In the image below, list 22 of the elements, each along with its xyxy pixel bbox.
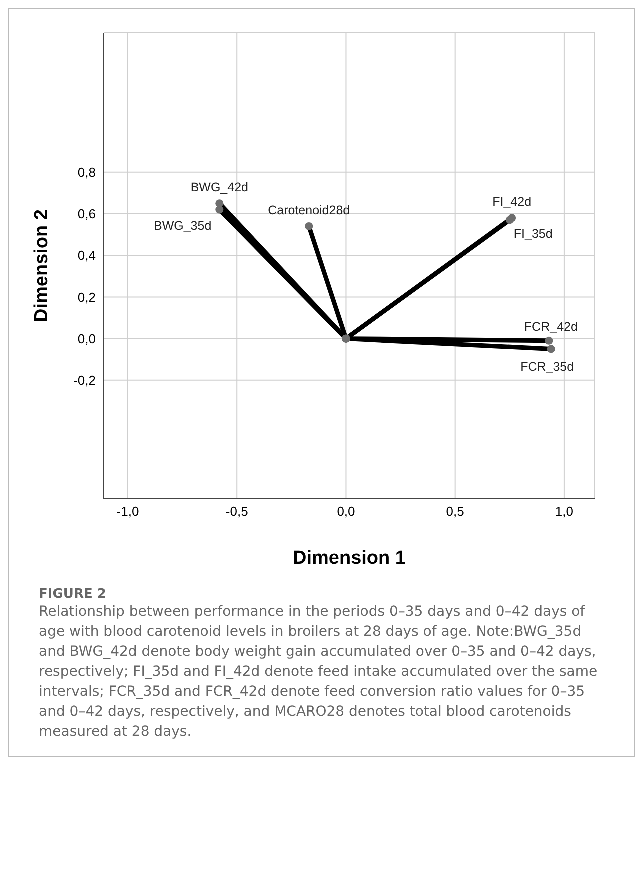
y-tick-label: -0,2 xyxy=(74,373,96,388)
series-label: FI_35d xyxy=(514,227,553,242)
y-tick-label: 0,2 xyxy=(78,290,96,305)
series-label: BWG_35d xyxy=(154,218,212,233)
series-label: FCR_35d xyxy=(520,360,574,374)
caption: FIGURE 2 xyxy=(39,587,108,602)
text: Relationship between performance in the periods 0–35 days and 0–42 days of age with blood carotenoid levels in broilers at 28 days of age. Note:BWG_35d and BWG_42d denote body weight gain accumulated over 0–35 and 0–42 days, respectively; FI_35d and FI_42d denote feed intake accumulated over the same intervals; FCR_35d and FCR_42d denote feed conversion ratio values for 0–35 and 0–42 days, respectively, and MCARO28 denotes total blood carotenoids measured at 28 days. xyxy=(39,603,599,742)
x-axis-title: Dimension 1 xyxy=(293,548,406,569)
x-tick-label: 0,0 xyxy=(337,504,356,520)
series-label: FI_42d xyxy=(492,195,532,210)
y-axis-title: Dimension 2 xyxy=(32,210,53,322)
y-tick-label: 0,4 xyxy=(78,248,96,264)
y-tick-label: 0,6 xyxy=(78,206,96,222)
x-tick-label: 1,0 xyxy=(555,504,574,520)
series-label: FCR_42d xyxy=(524,320,578,334)
x-tick-label: -1,0 xyxy=(116,504,140,520)
y-tick-label: 0,8 xyxy=(78,165,96,180)
y-tick-label: 0,0 xyxy=(78,331,96,346)
series-label: Carotenoid28d xyxy=(268,203,350,218)
series-label: BWG_42d xyxy=(190,180,249,195)
x-tick-label: -0,5 xyxy=(226,504,248,520)
x-tick-label: 0,5 xyxy=(446,504,464,520)
